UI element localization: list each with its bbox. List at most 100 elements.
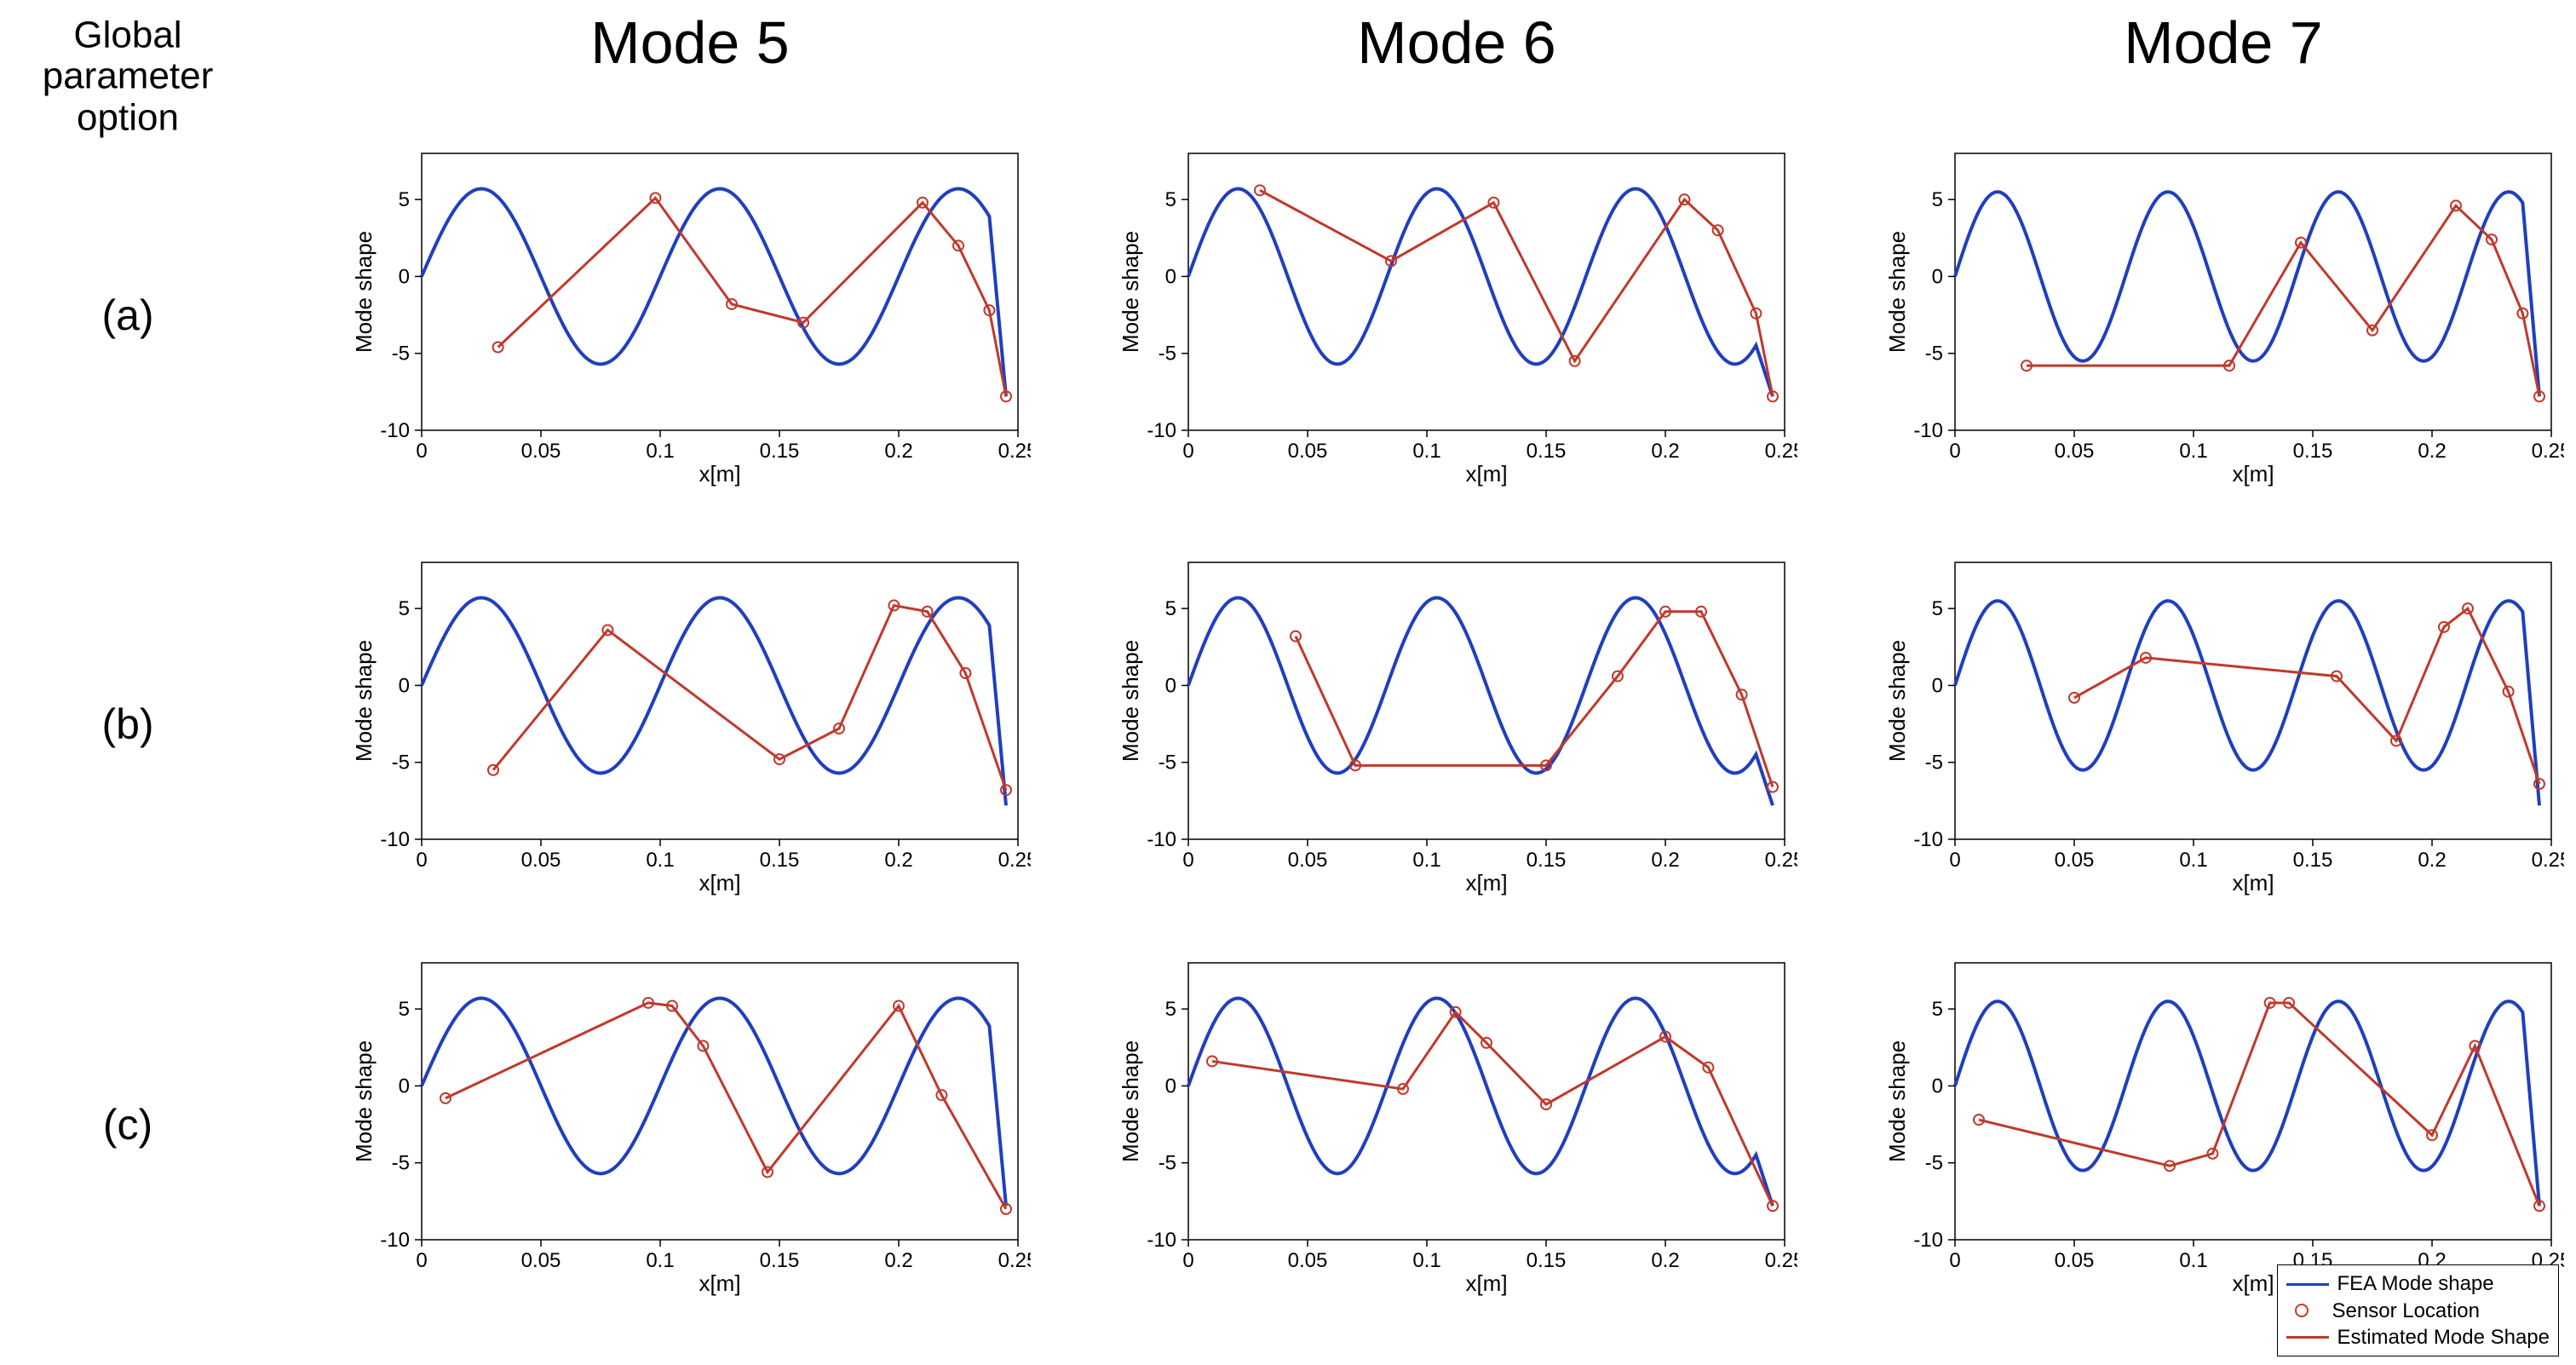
ytick-label: 5 (1165, 188, 1176, 211)
ytick-label: -5 (392, 1152, 410, 1175)
chart-b-mode5: 00.050.10.150.20.25-10-505Mode shapex[m] (349, 550, 1031, 899)
xtick-label: 0.2 (2418, 440, 2446, 463)
legend-item-sensor: Sensor Location (2286, 1298, 2550, 1324)
xtick-label: 0.05 (521, 1249, 561, 1272)
ytick-label: -5 (392, 752, 410, 775)
legend-item-fea: FEA Mode shape (2286, 1270, 2550, 1297)
ytick-label: 5 (1932, 188, 1943, 211)
chart-svg: 00.050.10.150.20.25-10-505Mode shapex[m] (1883, 550, 2564, 899)
ytick-label: -5 (1159, 343, 1176, 366)
xtick-label: 0.1 (2179, 440, 2207, 463)
ytick-label: -10 (380, 419, 410, 442)
xtick-label: 0 (1182, 440, 1193, 463)
ytick-label: -10 (1913, 828, 1943, 851)
xtick-label: 0.2 (1651, 1249, 1679, 1272)
xtick-label: 0.1 (2179, 1249, 2207, 1272)
legend-swatch-fea (2286, 1283, 2329, 1286)
chart-svg: 00.050.10.150.20.25-10-505Mode shapex[m] (1116, 141, 1797, 490)
xtick-label: 0.1 (1412, 849, 1440, 872)
xtick-label: 0.25 (998, 849, 1031, 872)
chart-c-mode7: 00.050.10.150.20.25-10-505Mode shapex[m] (1883, 950, 2564, 1299)
xtick-label: 0.05 (2055, 849, 2095, 872)
xlabel: x[m] (1465, 870, 1507, 896)
xtick-label: 0.25 (1765, 849, 1797, 872)
ylabel: Mode shape (351, 640, 377, 762)
xtick-label: 0.05 (521, 440, 561, 463)
xtick-label: 0.2 (884, 849, 912, 872)
xtick-label: 0.15 (1527, 849, 1567, 872)
xlabel: x[m] (1465, 1270, 1507, 1296)
ytick-label: -5 (392, 343, 410, 366)
ytick-label: 0 (1932, 265, 1943, 288)
ytick-label: -5 (1925, 752, 1943, 775)
chart-svg: 00.050.10.150.20.25-10-505Mode shapex[m] (1116, 550, 1797, 899)
xtick-label: 0 (416, 1249, 427, 1272)
xtick-label: 0.05 (2055, 440, 2095, 463)
ytick-label: 5 (1932, 998, 1943, 1021)
xtick-label: 0.1 (1412, 1249, 1440, 1272)
ytick-label: -5 (1159, 1152, 1176, 1175)
xtick-label: 0 (1182, 849, 1193, 872)
xtick-label: 0.25 (2532, 849, 2564, 872)
xlabel: x[m] (2232, 461, 2274, 487)
ylabel: Mode shape (351, 1040, 377, 1162)
xlabel: x[m] (1465, 461, 1507, 487)
plot-area (422, 562, 1018, 839)
col-title-mode5: Mode 5 (590, 9, 789, 77)
row-label-c: (c) (103, 1100, 152, 1149)
ytick-label: 5 (1165, 597, 1176, 620)
xtick-label: 0.2 (884, 440, 912, 463)
xtick-label: 0.25 (1765, 440, 1797, 463)
ylabel: Mode shape (1884, 640, 1910, 762)
xtick-label: 0.05 (1288, 1249, 1328, 1272)
chart-svg: 00.050.10.150.20.25-10-505Mode shapex[m] (1883, 950, 2564, 1299)
xtick-label: 0.2 (1651, 849, 1679, 872)
xtick-label: 0.05 (2055, 1249, 2095, 1272)
xtick-label: 0.15 (760, 849, 800, 872)
legend: FEA Mode shape Sensor Location Estimated… (2277, 1264, 2559, 1356)
ytick-label: -10 (1913, 419, 1943, 442)
ytick-label: -10 (1913, 1229, 1943, 1252)
xtick-label: 0 (416, 849, 427, 872)
xtick-label: 0.1 (1412, 440, 1440, 463)
plot-area (1188, 153, 1785, 430)
xtick-label: 0.2 (2418, 849, 2446, 872)
ylabel: Mode shape (1118, 1040, 1143, 1162)
legend-item-estimated: Estimated Mode Shape (2286, 1324, 2550, 1351)
xtick-label: 0 (1949, 440, 1960, 463)
ylabel: Mode shape (1884, 1040, 1910, 1162)
legend-label-sensor: Sensor Location (2332, 1298, 2480, 1324)
chart-a-mode6: 00.050.10.150.20.25-10-505Mode shapex[m] (1116, 141, 1797, 490)
xtick-label: 0.05 (1288, 440, 1328, 463)
chart-svg: 00.050.10.150.20.25-10-505Mode shapex[m] (349, 550, 1031, 899)
ylabel: Mode shape (1118, 640, 1143, 762)
ytick-label: -10 (380, 828, 410, 851)
col-title-mode7: Mode 7 (2124, 9, 2322, 77)
xtick-label: 0.25 (998, 1249, 1031, 1272)
chart-a-mode5: 00.050.10.150.20.25-10-505Mode shapex[m] (349, 141, 1031, 490)
xtick-label: 0.15 (1527, 440, 1567, 463)
xtick-label: 0.15 (2293, 849, 2333, 872)
ylabel: Mode shape (351, 231, 377, 353)
plot-area (422, 963, 1018, 1240)
xtick-label: 0.05 (521, 849, 561, 872)
ytick-label: 0 (399, 265, 410, 288)
xlabel: x[m] (2232, 1270, 2274, 1296)
chart-b-mode7: 00.050.10.150.20.25-10-505Mode shapex[m] (1883, 550, 2564, 899)
col-title-mode6: Mode 6 (1357, 9, 1555, 77)
ytick-label: 5 (1932, 597, 1943, 620)
xtick-label: 0.25 (998, 440, 1031, 463)
xtick-label: 0.05 (1288, 849, 1328, 872)
figure-grid: Globalparameteroption Mode 5 Mode 6 Mode… (0, 0, 2576, 1365)
ytick-label: 0 (1165, 1074, 1176, 1097)
xlabel: x[m] (699, 1270, 740, 1296)
chart-c-mode5: 00.050.10.150.20.25-10-505Mode shapex[m] (349, 950, 1031, 1299)
ytick-label: -10 (380, 1229, 410, 1252)
ytick-label: -10 (1147, 828, 1176, 851)
xtick-label: 0.15 (2293, 440, 2333, 463)
legend-marker-sensor (2295, 1304, 2309, 1317)
chart-c-mode6: 00.050.10.150.20.25-10-505Mode shapex[m] (1116, 950, 1797, 1299)
ytick-label: -5 (1925, 343, 1943, 366)
ytick-label: 0 (1932, 674, 1943, 697)
xtick-label: 0 (1182, 1249, 1193, 1272)
